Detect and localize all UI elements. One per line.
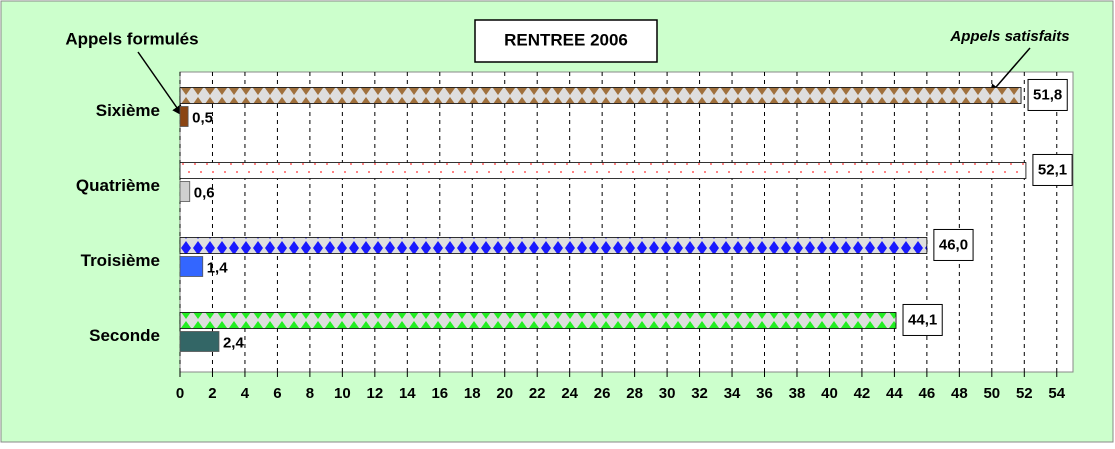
bar xyxy=(179,162,1027,179)
data-label: 52,1 xyxy=(1038,161,1067,178)
x-tick-label: 36 xyxy=(756,385,773,402)
annotation: Appels formulés xyxy=(65,29,198,48)
data-label: 1,4 xyxy=(207,259,229,276)
x-tick-label: 40 xyxy=(821,385,838,402)
data-label: 51,8 xyxy=(1033,86,1062,103)
data-label-box xyxy=(933,228,974,261)
x-tick-label: 18 xyxy=(464,385,481,402)
x-tick-label: 32 xyxy=(691,385,708,402)
data-label-box xyxy=(1032,153,1073,186)
data-label-box xyxy=(902,303,943,336)
data-label: 0,5 xyxy=(192,109,213,126)
annotation: Appels satisfaits xyxy=(949,28,1069,45)
bar xyxy=(179,237,928,254)
bar xyxy=(179,181,191,202)
x-tick-label: 52 xyxy=(1016,385,1033,402)
data-label: 46,0 xyxy=(939,236,968,253)
data-label: 0,6 xyxy=(194,184,215,201)
x-tick-label: 8 xyxy=(306,385,314,402)
x-tick-label: 26 xyxy=(594,385,611,402)
x-tick-label: 50 xyxy=(983,385,1000,402)
x-tick-label: 16 xyxy=(431,385,448,402)
x-tick-label: 4 xyxy=(241,385,250,402)
bar xyxy=(179,312,897,329)
x-tick-label: 34 xyxy=(724,385,741,402)
x-tick-label: 6 xyxy=(273,385,281,402)
y-tick-label: Quatrième xyxy=(76,176,160,195)
x-tick-label: 48 xyxy=(951,385,968,402)
annotation-arrow xyxy=(989,47,1031,95)
chart-title: RENTREE 2006 xyxy=(504,30,628,49)
y-tick-label: Sixième xyxy=(96,101,160,120)
x-tick-label: 22 xyxy=(529,385,546,402)
data-label: 2,4 xyxy=(223,334,245,351)
x-tick-label: 24 xyxy=(561,385,578,402)
x-tick-label: 20 xyxy=(496,385,513,402)
x-tick-label: 30 xyxy=(659,385,676,402)
bar xyxy=(179,87,1022,104)
x-tick-label: 54 xyxy=(1048,385,1065,402)
y-tick-label: Troisième xyxy=(81,251,160,270)
x-tick-label: 42 xyxy=(854,385,871,402)
annotation-arrow xyxy=(137,51,183,116)
x-tick-label: 2 xyxy=(208,385,216,402)
bar xyxy=(179,106,189,127)
title-box xyxy=(474,19,658,63)
x-tick-label: 12 xyxy=(366,385,383,402)
x-tick-label: 38 xyxy=(789,385,806,402)
x-tick-label: 10 xyxy=(334,385,351,402)
data-label: 44,1 xyxy=(908,311,937,328)
bar xyxy=(179,256,204,277)
x-tick-label: 44 xyxy=(886,385,903,402)
x-tick-label: 46 xyxy=(919,385,936,402)
x-tick-label: 28 xyxy=(626,385,643,402)
x-tick-label: 14 xyxy=(399,385,416,402)
data-label-box xyxy=(1027,78,1068,111)
y-tick-label: Seconde xyxy=(89,326,160,345)
bar xyxy=(179,331,220,352)
x-tick-label: 0 xyxy=(176,385,184,402)
